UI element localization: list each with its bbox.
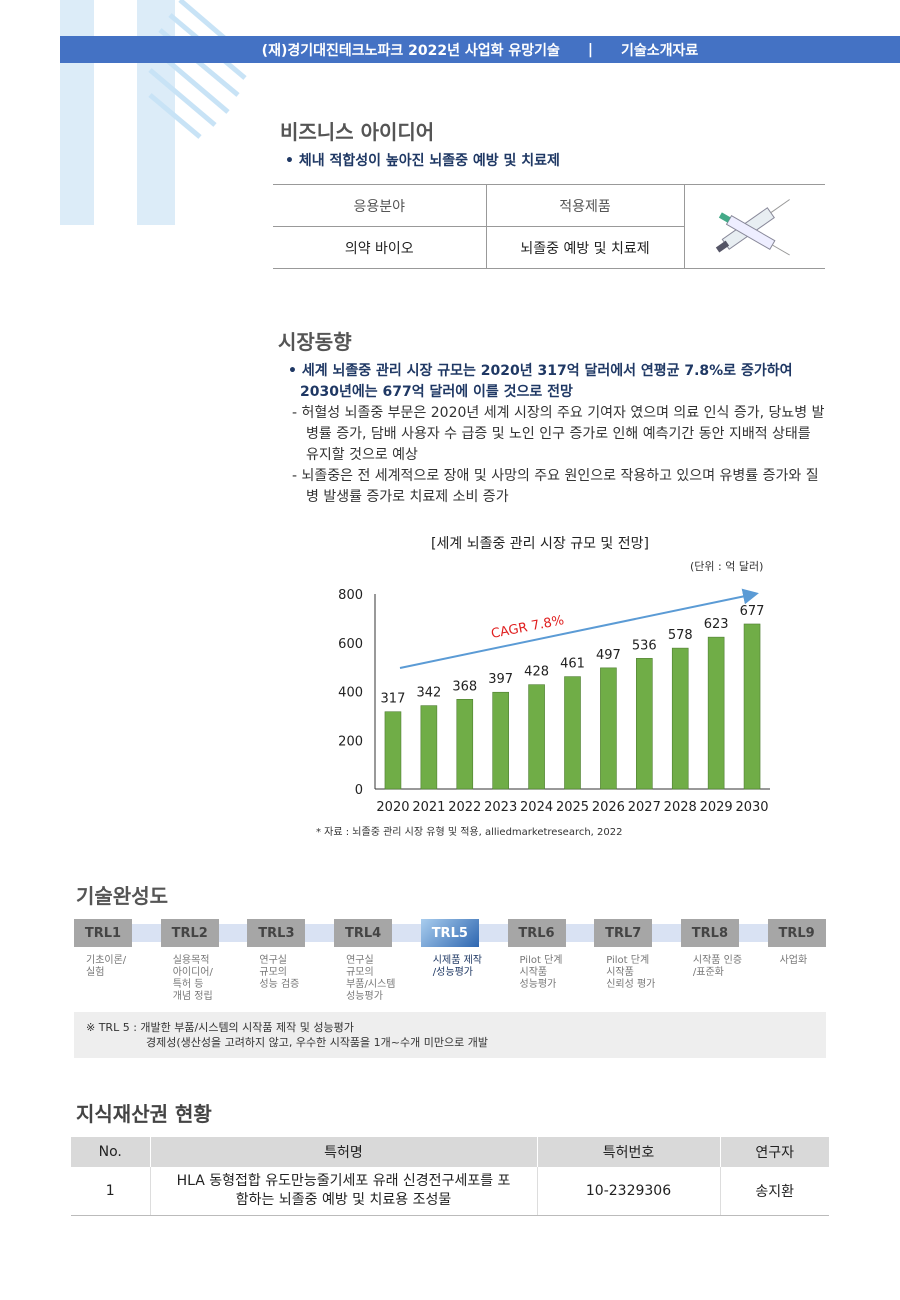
y-tick-label: 0: [355, 783, 363, 798]
bar: [384, 711, 402, 790]
bar: [420, 705, 438, 790]
market-sub: - 뇌졸중은 전 세계적으로 장애 및 사망의 주요 원인으로 작용하고 있으며…: [292, 468, 819, 505]
data-label: 342: [416, 686, 441, 701]
bar: [600, 667, 617, 790]
trl-desc: Pilot 단계 시작품 성능평가: [519, 955, 563, 990]
trl-desc: 기초이론/ 실험: [86, 955, 127, 978]
bar: [492, 691, 509, 790]
x-tick-label: 2029: [700, 800, 733, 815]
bar: [564, 676, 581, 790]
trl-desc: 시작품 인증 /표준화: [692, 955, 743, 978]
market-chart: 0 200 400 600 800 317 2020 342 2021 368 2022 397 202…: [338, 588, 770, 815]
data-label: 461: [560, 657, 585, 672]
value-cell: 뇌졸중 예방 및 치료제: [485, 226, 684, 269]
column-header: No.: [71, 1137, 150, 1167]
header-cell: 적용제품: [485, 184, 684, 227]
header-cell: 응용분야: [273, 184, 486, 227]
header-separator: |: [587, 41, 594, 58]
decor-diagonal-stripes: [148, 0, 252, 139]
trl-note-line: ※ TRL 5 : 개발한 부품/시스템의 시작품 제작 및 성능평가: [86, 1021, 354, 1034]
x-tick-label: 2025: [556, 800, 589, 815]
y-tick-label: 600: [338, 637, 363, 652]
trl-level-2: TRL2: [160, 919, 219, 947]
trl-note: ※ TRL 5 : 개발한 부품/시스템의 시작품 제작 및 성능평가 경제성(…: [74, 1012, 826, 1058]
bar: [707, 636, 725, 790]
y-tick-label: 400: [338, 686, 363, 701]
header-doc: 기술소개자료: [621, 42, 699, 59]
cell: 송지환: [719, 1167, 829, 1216]
business-table: 응용분야 적용제품 의약 바이오 뇌졸중 예방 및 치료제: [273, 184, 825, 269]
cagr-arrow: [399, 588, 759, 669]
trl-desc: 연구실 규모의 부품/시스템 성능평가: [346, 955, 396, 1002]
data-label: 397: [488, 672, 513, 687]
business-bullet: • 체내 적합성이 높아진 뇌졸중 예방 및 치료제: [285, 153, 560, 169]
chart-title: [세계 뇌졸중 관리 시장 규모 및 전망]: [431, 536, 649, 552]
data-label: 677: [740, 604, 765, 619]
table-row: 1 HLA 동형접합 유도만능줄기세포 유래 신경전구세포를 포함하는 뇌졸중 예…: [71, 1167, 829, 1216]
trl-level-4: TRL4: [334, 919, 393, 947]
bar: [528, 684, 545, 790]
data-label: 428: [524, 665, 549, 680]
column-header: 특허번호: [536, 1137, 720, 1167]
cell: HLA 동형접합 유도만능줄기세포 유래 신경전구세포를 포함하는 뇌졸중 예방…: [149, 1167, 537, 1216]
data-label: 536: [632, 638, 657, 653]
data-label: 317: [381, 692, 406, 707]
cell: 10-2329306: [536, 1167, 720, 1216]
trl-level-9: TRL9: [767, 919, 826, 947]
column-header: 특허명: [149, 1137, 537, 1167]
x-tick-label: 2023: [484, 800, 517, 815]
y-tick-label: 200: [338, 734, 363, 749]
x-tick-label: 2028: [664, 800, 697, 815]
x-tick-label: 2022: [448, 800, 481, 815]
market-bullet: • 세계 뇌졸중 관리 시장 규모는 2020년 317억 달러에서 연평균 7…: [288, 363, 793, 400]
ip-table: No. 특허명 특허번호 연구자 1 HLA 동형접합 유도만능줄기세포 유래 신경전구…: [71, 1137, 829, 1216]
data-label: 368: [452, 679, 477, 694]
bar: [636, 658, 653, 790]
y-tick-label: 800: [338, 588, 363, 603]
trl-desc: 시제품 제작 /성능평가: [432, 955, 482, 978]
trl-desc: 사업화: [779, 955, 808, 966]
trl-desc: Pilot 단계 시작품 신뢰성 평가: [606, 955, 656, 990]
decor-stripe: [60, 0, 94, 225]
market-text: • 세계 뇌졸중 관리 시장 규모는 2020년 317억 달러에서 연평균 7…: [282, 361, 827, 508]
trl-level-7: TRL7: [594, 919, 653, 947]
market-sub: - 허혈성 뇌졸중 부문은 2020년 세계 시장의 주요 기여자 였으며 의료…: [292, 405, 825, 463]
column-header: 연구자: [719, 1137, 829, 1167]
data-label: 578: [668, 628, 693, 643]
x-tick-label: 2020: [376, 800, 409, 815]
bar: [671, 647, 689, 790]
trl-title: 기술완성도: [76, 884, 168, 908]
trl-level-8: TRL8: [680, 919, 739, 947]
value-cell: 의약 바이오: [273, 226, 486, 269]
trl-level-1: TRL1: [74, 919, 132, 947]
data-label: 497: [596, 648, 621, 663]
trl-note-line: 경제성(생산성을 고려하지 않고, 우수한 시작품을 1개~수개 미만으로 개발: [146, 1036, 488, 1049]
page-header: (재)경기대진테크노파크 2022년 사업화 유망기술 | 기술소개자료: [60, 36, 900, 63]
market-title: 시장동향: [278, 330, 352, 354]
x-tick-label: 2027: [628, 800, 661, 815]
syringe-image: [683, 184, 825, 269]
data-label: 623: [704, 617, 729, 632]
x-tick-label: 2030: [735, 800, 768, 815]
cell: 1: [71, 1167, 150, 1216]
business-title: 비즈니스 아이디어: [280, 120, 435, 144]
trl-desc: 실용목적 아이디어/ 특허 등 개념 정립: [172, 955, 213, 1002]
bar: [743, 623, 761, 790]
bar: [456, 699, 474, 790]
chart-source: * 자료 : 뇌졸중 관리 시장 유형 및 적용, alliedmarketre…: [316, 827, 623, 838]
header-org: (재)경기대진테크노파크 2022년 사업화 유망기술: [261, 42, 560, 59]
x-tick-label: 2026: [592, 800, 625, 815]
trl-level-3: TRL3: [247, 919, 306, 947]
x-tick-label: 2021: [412, 800, 445, 815]
chart-unit: (단위 : 억 달러): [690, 560, 764, 573]
trl-level-5: TRL5: [420, 919, 479, 947]
trl-desc: 연구실 규모의 성능 검증: [259, 955, 300, 990]
cagr-label: CAGR 7.8%: [490, 613, 566, 642]
x-tick-label: 2024: [520, 800, 553, 815]
trl-level-6: TRL6: [507, 919, 566, 947]
ip-title: 지식재산권 현황: [76, 1102, 212, 1126]
